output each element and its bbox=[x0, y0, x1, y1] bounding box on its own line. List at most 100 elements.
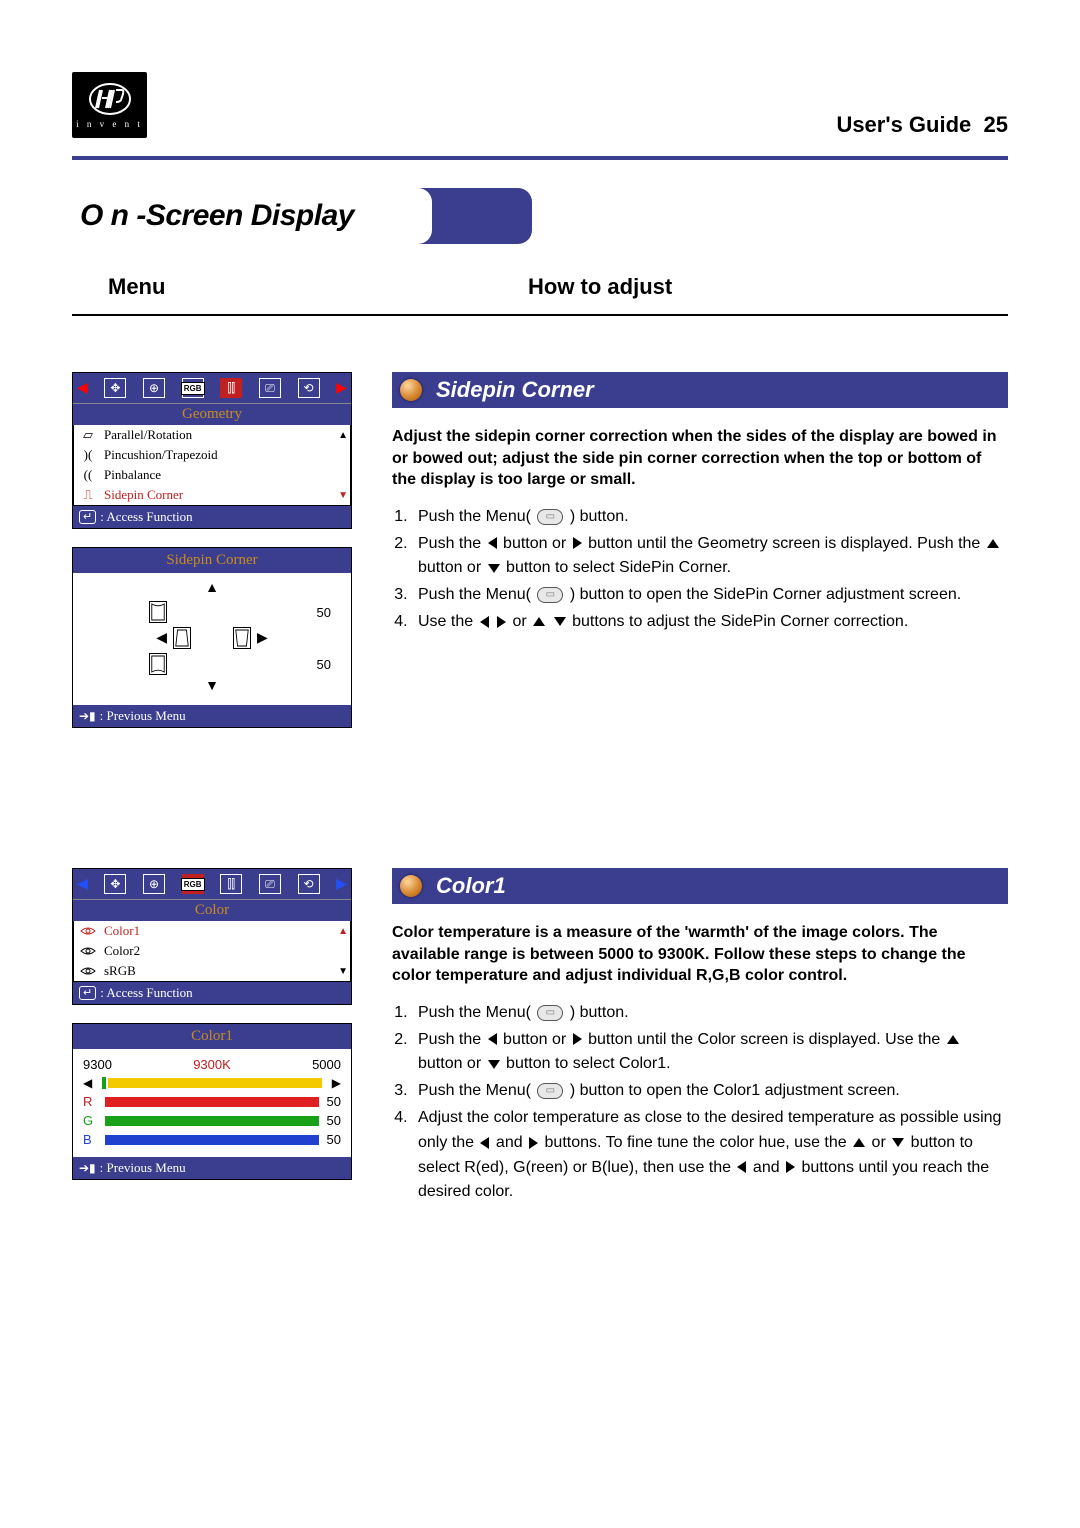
osd-color: ◀ ✥ ⊕ RGB ⫿⫿ ⎚ ⟲ ▶ Color Color1▲ Color2 … bbox=[72, 868, 352, 1005]
eye-icon bbox=[80, 963, 96, 979]
nav-screen-icon: ⎚ bbox=[259, 378, 281, 398]
temp-track bbox=[108, 1078, 322, 1088]
down-arrow-icon bbox=[488, 564, 500, 573]
step: Push the Menu( ▭ ) button. bbox=[412, 1001, 1008, 1026]
up-arrow-icon bbox=[987, 539, 999, 548]
step: Push the Menu( ▭ ) button to open the Co… bbox=[412, 1079, 1008, 1104]
rgb-val: 50 bbox=[327, 1094, 341, 1109]
step: Push the button or button until the Geom… bbox=[412, 532, 1008, 582]
sidepin-heading: Sidepin Corner bbox=[436, 377, 594, 403]
guide-label-block: User's Guide 25 bbox=[836, 112, 1008, 138]
sidepin-val-top: 50 bbox=[301, 605, 331, 620]
rgb-track-b bbox=[105, 1135, 319, 1145]
up-triangle-icon: ▲ bbox=[205, 581, 219, 597]
osd-item-selected: Sidepin Corner bbox=[104, 487, 183, 503]
up-arrow-icon: ▲ bbox=[338, 926, 348, 937]
osd2-footer-text: : Previous Menu bbox=[100, 1160, 186, 1176]
guide-label: User's Guide bbox=[836, 112, 971, 137]
right-triangle-icon: ▶ bbox=[257, 630, 268, 647]
step: Adjust the color temperature as close to… bbox=[412, 1106, 1008, 1205]
step: Push the Menu( ▭ ) button. bbox=[412, 505, 1008, 530]
sidepin-icon: ⎍ bbox=[80, 487, 96, 503]
sidepin-bottom-icon bbox=[149, 653, 167, 675]
pincushion-icon: )( bbox=[80, 447, 96, 463]
osd-sidepin-adjust: Sidepin Corner ▲ 50 ◀ ▶ bbox=[72, 547, 352, 728]
osd-footer-text: : Access Function bbox=[100, 985, 192, 1001]
down-arrow-icon: ▼ bbox=[338, 490, 348, 501]
rgb-ch: G bbox=[83, 1113, 97, 1128]
nav-rgb-icon: RGB bbox=[182, 874, 204, 894]
right-arrow-icon bbox=[573, 1033, 582, 1045]
down-arrow-icon bbox=[892, 1138, 904, 1147]
rgb-ch: R bbox=[83, 1094, 97, 1109]
eye-icon bbox=[80, 923, 96, 939]
sidepin-narrow-icon bbox=[173, 627, 191, 649]
menu-button-icon: ▭ bbox=[537, 1083, 563, 1099]
right-arrow-icon bbox=[573, 537, 582, 549]
k-right: 5000 bbox=[312, 1057, 341, 1072]
rgb-val: 50 bbox=[327, 1132, 341, 1147]
page-number: 25 bbox=[984, 112, 1008, 137]
right-arrow-icon bbox=[786, 1161, 795, 1173]
osd-item: Pinbalance bbox=[104, 467, 161, 483]
osd-item: Color2 bbox=[104, 943, 140, 959]
osd2-footer-text: : Previous Menu bbox=[100, 708, 186, 724]
sidepin-top-icon bbox=[149, 601, 167, 623]
hp-logo: i n v e n t bbox=[72, 72, 147, 138]
step: Push the Menu( ▭ ) button to open the Si… bbox=[412, 583, 1008, 608]
sidepin-val-bottom: 50 bbox=[301, 657, 331, 672]
osd-footer: ↵ : Access Function bbox=[73, 506, 351, 528]
color1-header: Color1 bbox=[392, 868, 1008, 904]
sidepin-header: Sidepin Corner bbox=[392, 372, 1008, 408]
title-banner: O n -Screen Display bbox=[72, 188, 1008, 244]
rgb-ch: B bbox=[83, 1132, 97, 1147]
page: i n v e n t User's Guide 25 O n -Screen … bbox=[0, 0, 1080, 1528]
column-rule bbox=[72, 314, 1008, 316]
menu-button-icon: ▭ bbox=[537, 509, 563, 525]
osd2-footer: ➔▮ : Previous Menu bbox=[73, 1157, 351, 1179]
exit-key-icon: ➔▮ bbox=[79, 1161, 96, 1176]
bullet-icon bbox=[400, 875, 422, 897]
nav-reset-icon: ⟲ bbox=[298, 874, 320, 894]
osd-footer: ↵ : Access Function bbox=[73, 982, 351, 1004]
osd-item: Pincushion/Trapezoid bbox=[104, 447, 218, 463]
rgb-track-g bbox=[105, 1116, 319, 1126]
nav-reset-icon: ⟲ bbox=[298, 378, 320, 398]
down-arrow-icon bbox=[554, 617, 566, 626]
page-title: O n -Screen Display bbox=[80, 199, 354, 233]
osd-nav: ◀ ✥ ⊕ RGB ⫿⫿ ⎚ ⟲ ▶ bbox=[73, 869, 351, 899]
nav-screen-icon: ⎚ bbox=[259, 874, 281, 894]
col-howto: How to adjust bbox=[528, 274, 672, 300]
down-arrow-icon bbox=[488, 1060, 500, 1069]
osd2-body: ▲ 50 ◀ ▶ bbox=[73, 573, 351, 705]
step: Push the button or button until the Colo… bbox=[412, 1028, 1008, 1078]
section-color1: ◀ ✥ ⊕ RGB ⫿⫿ ⎚ ⟲ ▶ Color Color1▲ Color2 … bbox=[72, 868, 1008, 1207]
down-triangle-icon: ▼ bbox=[205, 679, 219, 695]
down-arrow-icon: ▼ bbox=[338, 966, 348, 977]
osd-list: Color1▲ Color2 sRGB▼ bbox=[73, 921, 351, 982]
sidepin-steps: Push the Menu( ▭ ) button. Push the butt… bbox=[392, 505, 1008, 635]
pinbalance-icon: (( bbox=[80, 467, 96, 483]
slider-handle-icon bbox=[102, 1077, 106, 1089]
nav-size-icon: ⊕ bbox=[143, 378, 165, 398]
color1-heading: Color1 bbox=[436, 873, 506, 899]
osd-geometry: ◀ ✥ ⊕ RGB ⫿⫿ ⎚ ⟲ ▶ Geometry ▱Parallel/Ro… bbox=[72, 372, 352, 529]
up-arrow-icon: ▲ bbox=[338, 430, 348, 441]
nav-left-icon: ◀ bbox=[77, 876, 88, 893]
right-arrow-icon: ▶ bbox=[332, 1076, 341, 1090]
rgb-val: 50 bbox=[327, 1113, 341, 1128]
left-arrow-icon bbox=[480, 1137, 489, 1149]
right-arrow-icon bbox=[497, 616, 506, 628]
up-arrow-icon bbox=[947, 1035, 959, 1044]
nav-position-icon: ✥ bbox=[104, 378, 126, 398]
nav-geometry-icon: ⫿⫿ bbox=[220, 378, 242, 398]
step: Use the or buttons to adjust the SidePin… bbox=[412, 610, 1008, 635]
color1-steps: Push the Menu( ▭ ) button. Push the butt… bbox=[392, 1001, 1008, 1205]
section-sidepin: ◀ ✥ ⊕ RGB ⫿⫿ ⎚ ⟲ ▶ Geometry ▱Parallel/Ro… bbox=[72, 372, 1008, 728]
right-arrow-icon bbox=[529, 1137, 538, 1149]
osd2-footer: ➔▮ : Previous Menu bbox=[73, 705, 351, 727]
left-arrow-icon bbox=[737, 1161, 746, 1173]
left-arrow-icon: ◀ bbox=[83, 1076, 92, 1090]
nav-position-icon: ✥ bbox=[104, 874, 126, 894]
osd-color1-adjust: Color1 9300 9300K 5000 ◀ ▶ bbox=[72, 1023, 352, 1180]
